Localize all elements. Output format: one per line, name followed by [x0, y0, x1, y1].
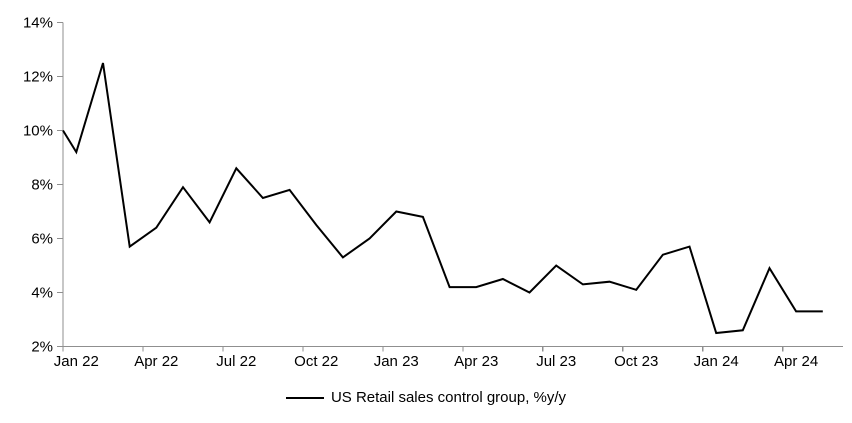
- x-axis-tick-label: Oct 23: [614, 353, 658, 370]
- y-axis-tick-label: 6%: [31, 231, 53, 248]
- x-axis-tick-label: Jan 24: [694, 353, 739, 370]
- x-axis-tick-label: Apr 23: [454, 353, 498, 370]
- y-axis-tick-label: 10%: [23, 123, 53, 140]
- y-axis-tick-label: 4%: [31, 285, 53, 302]
- legend: US Retail sales control group, %y/y: [0, 389, 852, 406]
- x-axis-tick-label: Oct 22: [294, 353, 338, 370]
- x-axis-tick-label: Apr 24: [774, 353, 818, 370]
- legend-label: US Retail sales control group, %y/y: [330, 389, 567, 406]
- legend-line-icon: [285, 396, 324, 399]
- series-line: [62, 62, 823, 335]
- x-axis-tick-label: Jan 22: [54, 353, 99, 370]
- x-axis-tick-label: Jul 22: [216, 353, 256, 370]
- x-axis-tick-label: Apr 22: [134, 353, 178, 370]
- y-axis-tick-label: 2%: [31, 339, 53, 356]
- x-axis-tick-label: Jul 23: [536, 353, 576, 370]
- y-axis-tick-label: 8%: [31, 177, 53, 194]
- x-axis-tick-label: Jan 23: [374, 353, 419, 370]
- y-axis-tick-label: 12%: [23, 69, 53, 86]
- y-axis-tick-label: 14%: [23, 15, 53, 32]
